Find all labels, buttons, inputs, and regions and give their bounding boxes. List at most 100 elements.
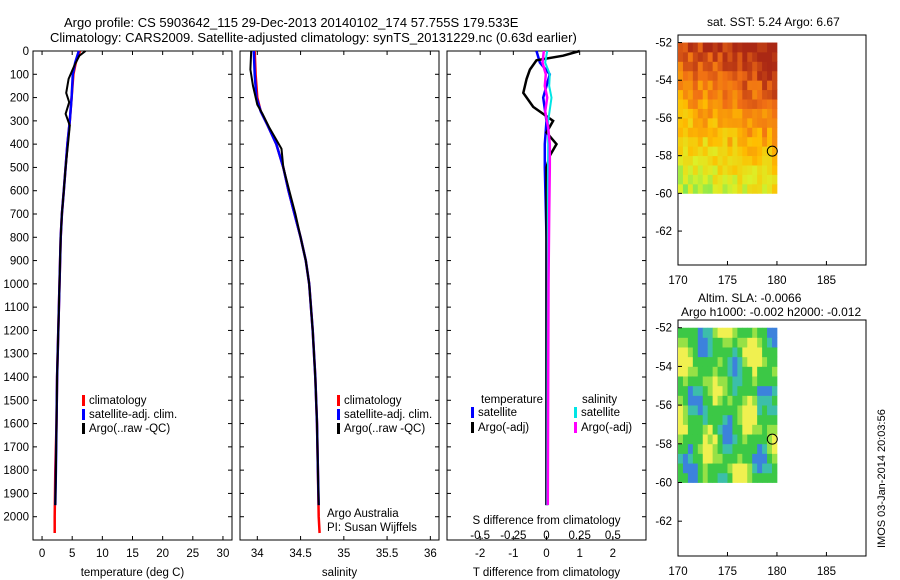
sst-map-cell (747, 127, 753, 138)
sst-map-cell (757, 80, 763, 91)
sst-map-cell (762, 183, 768, 194)
sst-map-cell (752, 61, 758, 72)
sla-map-cell (762, 463, 768, 474)
sla-map-cell (732, 366, 738, 377)
sla-map-cell (752, 472, 758, 483)
sla-map-cell (772, 414, 778, 425)
sla-map-cell (732, 376, 738, 387)
sla-map-cell (678, 424, 684, 435)
sst-map-cell (682, 42, 689, 53)
sla-map-cell (702, 366, 709, 377)
sla-map-cell (697, 405, 704, 416)
sla-map-cell (692, 347, 699, 358)
sla-map-cell (707, 347, 714, 358)
sst-map-cell (722, 51, 728, 62)
sla-map-cell (692, 472, 699, 483)
sst-map-cell (767, 146, 773, 157)
sst-map-cell (687, 42, 694, 53)
sla-map-cell (767, 472, 773, 483)
sla-map-cell (757, 424, 763, 435)
sst-map-cell (737, 183, 743, 194)
sla-map-cell (712, 405, 718, 416)
sla-map-cell (732, 356, 738, 367)
sla-map-cell (692, 395, 699, 406)
sst-map-cell (707, 183, 714, 194)
sla-map-cell (697, 376, 704, 387)
sst-map-cell (742, 155, 748, 166)
sst-map-cell (742, 99, 748, 109)
sla-map-cell (682, 327, 689, 338)
sla-map-cell (732, 414, 738, 425)
sla-map-cell (717, 453, 723, 464)
sst-map-cell (678, 117, 684, 128)
sla-map-cell (747, 453, 753, 464)
sla-map-cell (682, 472, 689, 483)
sla-map-cell (737, 453, 743, 464)
sst-map-cell (702, 89, 709, 100)
sla-map-cell (732, 327, 738, 338)
sst-map-cell (752, 146, 758, 157)
sla-map-cell (737, 347, 743, 358)
sst-map-cell (717, 146, 723, 157)
sst-map-cell (697, 127, 704, 138)
sst-map-cell (772, 117, 778, 128)
sla-map-cell (712, 472, 718, 483)
sst-map-cell (707, 61, 714, 72)
sla-map-cell (678, 347, 684, 358)
sla-map-cell (702, 463, 709, 474)
sst-map-cell (722, 89, 728, 100)
sst-map-cell (702, 174, 709, 185)
sla-map-cell (707, 337, 714, 348)
temperature-ytick-label: 1700 (3, 442, 29, 454)
sst-map-cell (678, 42, 684, 53)
salinity-xtick-label: 36 (424, 548, 437, 560)
sst-map-cell (752, 117, 758, 128)
sst-map-cell (767, 127, 773, 138)
sst-map-cell (767, 165, 773, 175)
sst-map-cell (742, 146, 748, 157)
sla-map-cell (737, 414, 743, 425)
sst-map-cell (762, 61, 768, 72)
salinity-series-argo-raw-qc--2 (249, 50, 320, 506)
sst-map-cell (687, 89, 694, 100)
sst-map-cell (727, 155, 733, 166)
sst-map-cell (732, 127, 738, 138)
sst-map-cell (717, 117, 723, 128)
temperature-ytick-label: 900 (10, 256, 29, 268)
sst-map-cell (722, 155, 728, 166)
sla-map-cell (678, 366, 684, 377)
sla-map-cell (678, 327, 684, 338)
sla-map-cell (762, 347, 768, 358)
sst-map-cell (717, 89, 723, 100)
sla-map-cell (767, 463, 773, 474)
sla-map-cell (767, 327, 773, 338)
sla-map-cell (742, 385, 748, 396)
sla-map-cell (747, 366, 753, 377)
difference-series-argo-adj--1 (521, 49, 581, 506)
sst-map-cell (678, 108, 684, 119)
temperature-ytick-label: 700 (10, 209, 29, 221)
sla-map-cell (727, 463, 733, 474)
sla-map-cell (742, 395, 748, 406)
sst-map-cell (692, 51, 699, 62)
sla-map-cell (772, 405, 778, 416)
sst-map-cell (747, 183, 753, 194)
sla-map-cell (687, 405, 694, 416)
sst-map-cell (772, 51, 778, 62)
sla-map-cell (687, 463, 694, 474)
sla-map-cell (762, 453, 768, 464)
sst-map-cell (692, 117, 699, 128)
sst-map-cell (707, 174, 714, 185)
sst-map-cell (722, 117, 728, 128)
difference-secondary-xtick-label: -0.5 (470, 530, 490, 542)
sst-map-cell (712, 136, 718, 147)
difference-xtick-label: -1 (508, 548, 518, 560)
sst-map-cell (697, 80, 704, 91)
sst-map-cell (692, 155, 699, 166)
sst-map-cell (747, 108, 753, 119)
sla-map-cell (707, 376, 714, 387)
sst-map-cell (732, 165, 738, 175)
sst-map-cell (737, 108, 743, 119)
sla-map-cell (717, 443, 723, 454)
sst-map-cell (712, 80, 718, 91)
